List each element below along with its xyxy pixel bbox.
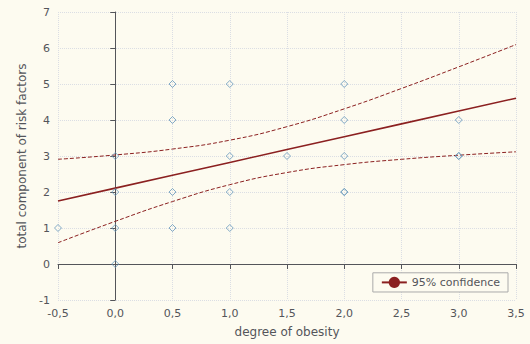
svg-text:-1: -1 (39, 294, 50, 307)
svg-text:-0,5: -0,5 (47, 307, 68, 320)
svg-text:0: 0 (43, 258, 50, 271)
svg-text:0,5: 0,5 (164, 307, 182, 320)
svg-text:total component of risk factor: total component of risk factors (15, 63, 29, 248)
svg-text:1,0: 1,0 (221, 307, 239, 320)
svg-text:7: 7 (43, 6, 50, 19)
svg-text:3: 3 (43, 150, 50, 163)
svg-text:95% confidence: 95% confidence (412, 276, 500, 289)
svg-text:degree of obesity: degree of obesity (235, 325, 340, 339)
svg-text:2,5: 2,5 (393, 307, 411, 320)
svg-text:3,5: 3,5 (507, 307, 525, 320)
svg-text:2,0: 2,0 (336, 307, 354, 320)
svg-text:6: 6 (43, 42, 50, 55)
svg-text:0,0: 0,0 (107, 307, 125, 320)
svg-text:3,0: 3,0 (450, 307, 468, 320)
svg-text:4: 4 (43, 114, 50, 127)
svg-text:1,5: 1,5 (278, 307, 296, 320)
svg-text:5: 5 (43, 78, 50, 91)
svg-text:2: 2 (43, 186, 50, 199)
svg-text:1: 1 (43, 222, 50, 235)
